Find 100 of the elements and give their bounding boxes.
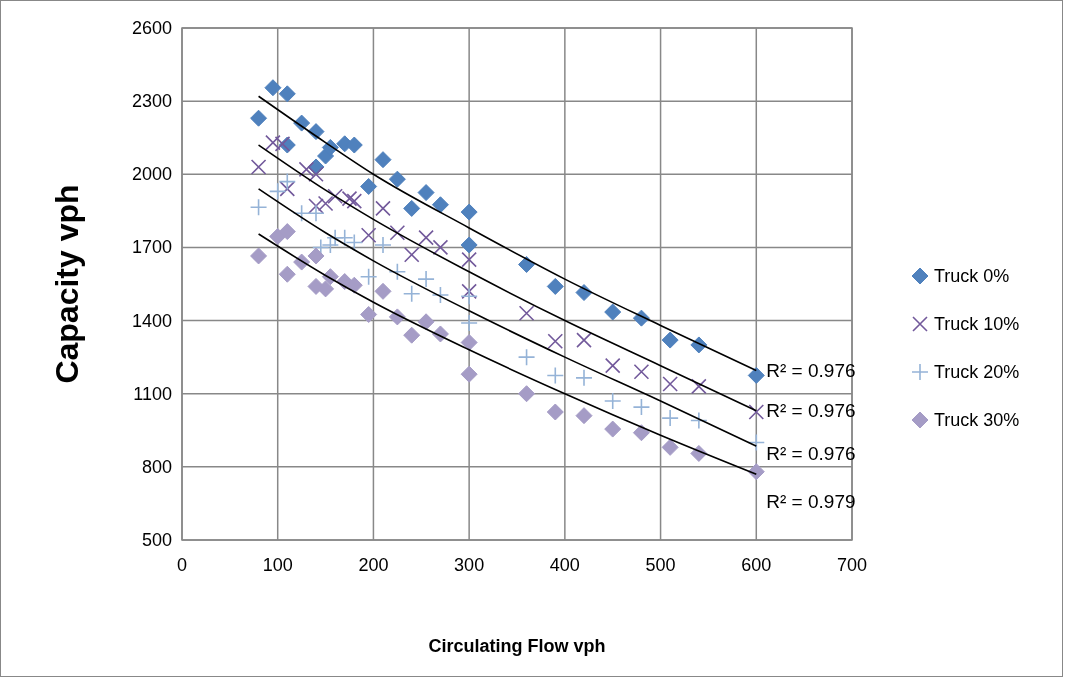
point bbox=[431, 196, 449, 214]
point bbox=[747, 366, 765, 384]
point bbox=[375, 200, 391, 217]
x-tick-label: 400 bbox=[549, 555, 580, 575]
point bbox=[417, 313, 435, 331]
point bbox=[374, 236, 392, 254]
annotation: R² = 0.976 bbox=[766, 443, 856, 465]
point bbox=[345, 276, 363, 294]
point bbox=[517, 348, 536, 366]
y-tick-label: 800 bbox=[141, 456, 172, 477]
point bbox=[403, 199, 421, 217]
point bbox=[460, 334, 478, 352]
legend-label: Truck 10% bbox=[934, 314, 1020, 334]
point bbox=[359, 267, 378, 286]
point bbox=[604, 357, 621, 374]
point bbox=[460, 236, 478, 254]
point bbox=[632, 398, 651, 416]
point bbox=[460, 365, 478, 383]
point bbox=[748, 404, 765, 420]
point bbox=[546, 366, 565, 385]
point bbox=[661, 438, 679, 456]
y-axis-title: Capacity vph bbox=[49, 184, 85, 384]
line-series bbox=[257, 144, 758, 412]
point bbox=[690, 411, 708, 430]
annotation: R² = 0.976 bbox=[766, 359, 856, 381]
annotation: R² = 0.979 bbox=[766, 491, 856, 513]
y-tick-label: 1700 bbox=[131, 237, 172, 258]
point bbox=[360, 177, 378, 195]
point bbox=[346, 193, 363, 209]
point bbox=[389, 225, 406, 241]
point bbox=[633, 363, 650, 380]
point bbox=[691, 378, 707, 395]
point bbox=[546, 277, 564, 295]
point bbox=[278, 172, 297, 191]
point bbox=[460, 203, 478, 221]
point bbox=[317, 195, 334, 212]
point bbox=[264, 79, 282, 97]
x-tick-label: 500 bbox=[645, 555, 676, 575]
legend-label: Truck 30% bbox=[934, 410, 1020, 430]
point bbox=[575, 369, 593, 387]
point bbox=[265, 134, 281, 151]
point bbox=[461, 283, 477, 300]
point bbox=[250, 247, 268, 265]
point bbox=[432, 239, 449, 256]
point bbox=[278, 85, 296, 103]
x-tick-label: 200 bbox=[358, 555, 389, 575]
y-tick-label: 2000 bbox=[131, 164, 172, 185]
point bbox=[279, 181, 296, 197]
point bbox=[417, 184, 435, 202]
x-tick-label: 600 bbox=[741, 555, 772, 575]
x-tick-label: 0 bbox=[176, 555, 188, 575]
point bbox=[603, 392, 622, 410]
point bbox=[576, 332, 592, 348]
point bbox=[278, 265, 296, 283]
x-tick-label: 100 bbox=[262, 555, 293, 575]
point bbox=[661, 331, 679, 349]
point bbox=[321, 236, 340, 254]
point bbox=[360, 227, 377, 244]
y-tick-label: 500 bbox=[141, 530, 172, 550]
x-tick-label: 700 bbox=[836, 555, 868, 575]
point bbox=[308, 198, 324, 214]
point bbox=[403, 246, 420, 263]
y-tick-label: 1100 bbox=[133, 383, 172, 404]
point bbox=[547, 333, 564, 350]
line-series bbox=[257, 188, 758, 447]
point bbox=[518, 385, 536, 403]
point bbox=[661, 409, 679, 427]
point bbox=[250, 109, 268, 127]
point bbox=[308, 166, 324, 183]
point bbox=[249, 198, 268, 216]
point bbox=[374, 282, 392, 300]
point bbox=[546, 403, 564, 421]
point bbox=[747, 433, 766, 452]
point bbox=[604, 420, 622, 438]
y-tick-label: 2300 bbox=[131, 91, 172, 112]
point bbox=[575, 407, 593, 425]
x-tick-label: 300 bbox=[454, 555, 485, 575]
point bbox=[460, 314, 478, 332]
point bbox=[317, 280, 335, 298]
legend-label: Truck 0% bbox=[934, 266, 1010, 286]
legend-label: Truck 20% bbox=[934, 362, 1020, 382]
point bbox=[360, 305, 378, 323]
point bbox=[662, 376, 678, 392]
point bbox=[388, 170, 406, 188]
point bbox=[461, 251, 477, 268]
x-axis-title: Circulating Flow vph bbox=[428, 636, 606, 656]
point bbox=[274, 136, 291, 152]
point bbox=[417, 270, 435, 288]
point bbox=[402, 284, 421, 303]
y-tick-label: 1400 bbox=[131, 310, 172, 331]
point bbox=[307, 247, 325, 265]
point bbox=[374, 151, 392, 169]
annotation: R² = 0.976 bbox=[766, 399, 856, 421]
point bbox=[292, 204, 311, 223]
point bbox=[298, 161, 315, 178]
point bbox=[268, 182, 287, 201]
point bbox=[431, 286, 450, 304]
point bbox=[250, 159, 267, 175]
point bbox=[604, 303, 622, 321]
point bbox=[418, 229, 434, 246]
